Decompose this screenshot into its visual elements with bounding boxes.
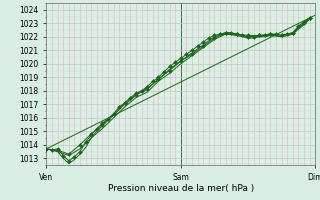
- X-axis label: Pression niveau de la mer( hPa ): Pression niveau de la mer( hPa ): [108, 184, 254, 193]
